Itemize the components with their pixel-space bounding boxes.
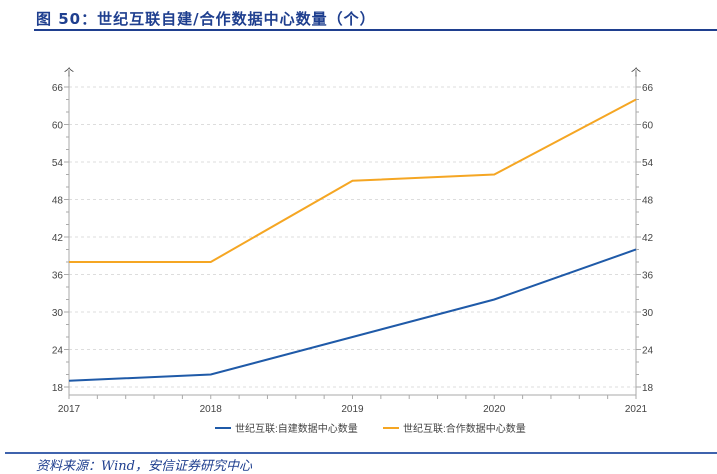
title-divider [34,29,717,31]
y-tick-label-right: 60 [642,121,654,132]
x-tick-label: 2020 [483,404,506,415]
x-tick-label: 2019 [341,404,364,415]
series-line-1 [68,248,637,382]
x-tick-label: 2017 [58,404,81,415]
y-unit-left: 个 [64,67,74,79]
y-tick-label-left: 42 [52,233,64,244]
y-tick-label-right: 54 [642,158,654,169]
y-tick-label-right: 48 [642,196,654,207]
series-line-2 [69,98,637,263]
y-tick-label-left: 54 [52,158,64,169]
y-tick-label-left: 36 [52,271,64,282]
y-tick-label-right: 42 [642,233,654,244]
x-tick-label: 2021 [625,404,648,415]
y-tick-label-right: 36 [642,271,654,282]
source-divider [5,452,717,454]
source-note: 资料来源：Wind，安信证券研究中心 [36,459,252,474]
y-tick-label-right: 24 [642,346,654,357]
y-tick-label-right: 18 [642,383,654,394]
line-chart: 个 个 18 18 24 24 30 30 36 36 42 42 48 48 54 54 60 60 66 66 20… [52,67,654,435]
x-tick-label: 2018 [200,404,223,415]
y-unit-right: 个 [631,67,641,79]
y-tick-label-left: 30 [52,308,64,319]
y-tick-label-right: 30 [642,308,654,319]
legend-label: 世纪互联:合作数据中心数量 [403,422,526,435]
y-tick-label-right: 66 [642,83,654,94]
y-tick-label-left: 60 [52,121,64,132]
legend-label: 世纪互联:自建数据中心数量 [235,422,358,435]
y-tick-label-left: 48 [52,196,64,207]
y-tick-label-left: 24 [52,346,64,357]
y-tick-label-left: 66 [52,83,64,94]
chart-title: 图 50：世纪互联自建/合作数据中心数量（个） [36,10,376,28]
y-tick-label-left: 18 [52,383,64,394]
